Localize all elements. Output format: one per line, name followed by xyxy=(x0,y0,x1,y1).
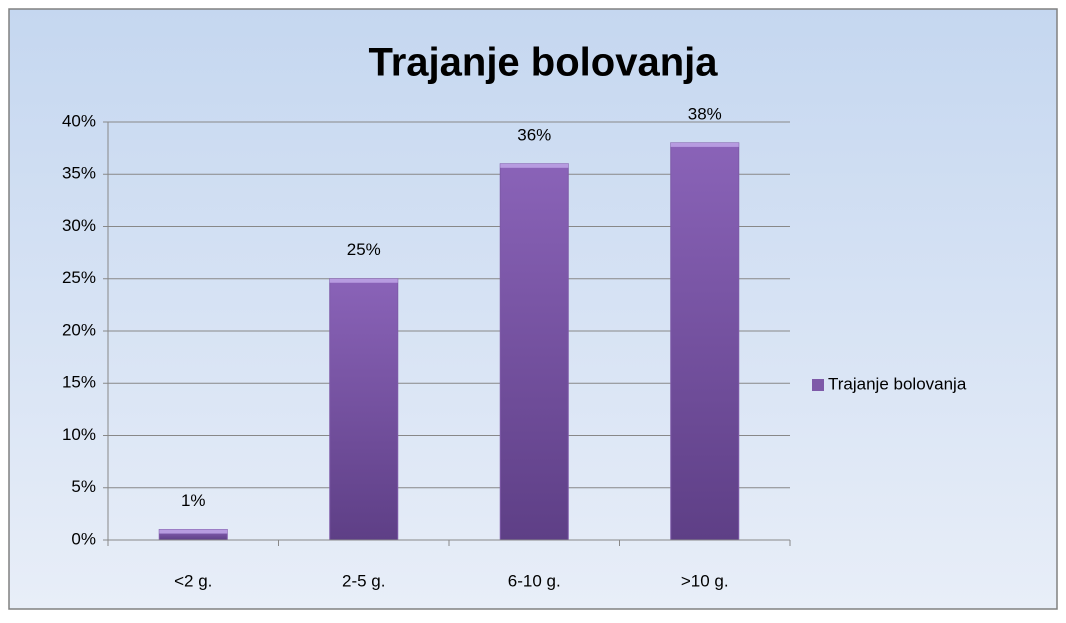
value-label: 1% xyxy=(181,491,206,510)
y-tick-label: 10% xyxy=(62,425,96,444)
x-tick-label: <2 g. xyxy=(174,571,212,590)
bar xyxy=(499,163,569,541)
value-label: 38% xyxy=(688,104,722,123)
bar-top xyxy=(329,278,398,283)
bar-top xyxy=(500,163,569,168)
y-tick-label: 20% xyxy=(62,320,96,339)
bar-top xyxy=(670,142,739,147)
y-tick-label: 0% xyxy=(71,529,96,548)
chart-title: Trajanje bolovanja xyxy=(368,41,718,85)
y-tick-label: 5% xyxy=(71,477,96,496)
y-tick-label: 40% xyxy=(62,111,96,130)
bar xyxy=(329,278,399,541)
x-tick-label: 2-5 g. xyxy=(342,571,385,590)
bar-top xyxy=(159,529,228,534)
legend-swatch xyxy=(812,379,824,391)
x-tick-label: 6-10 g. xyxy=(508,571,561,590)
legend-label: Trajanje bolovanja xyxy=(828,374,967,393)
x-tick-label: >10 g. xyxy=(681,571,729,590)
value-label: 25% xyxy=(347,240,381,259)
bar xyxy=(670,142,740,541)
y-tick-label: 35% xyxy=(62,164,96,183)
y-tick-label: 15% xyxy=(62,373,96,392)
y-tick-label: 30% xyxy=(62,216,96,235)
value-label: 36% xyxy=(517,125,551,144)
y-tick-label: 25% xyxy=(62,268,96,287)
